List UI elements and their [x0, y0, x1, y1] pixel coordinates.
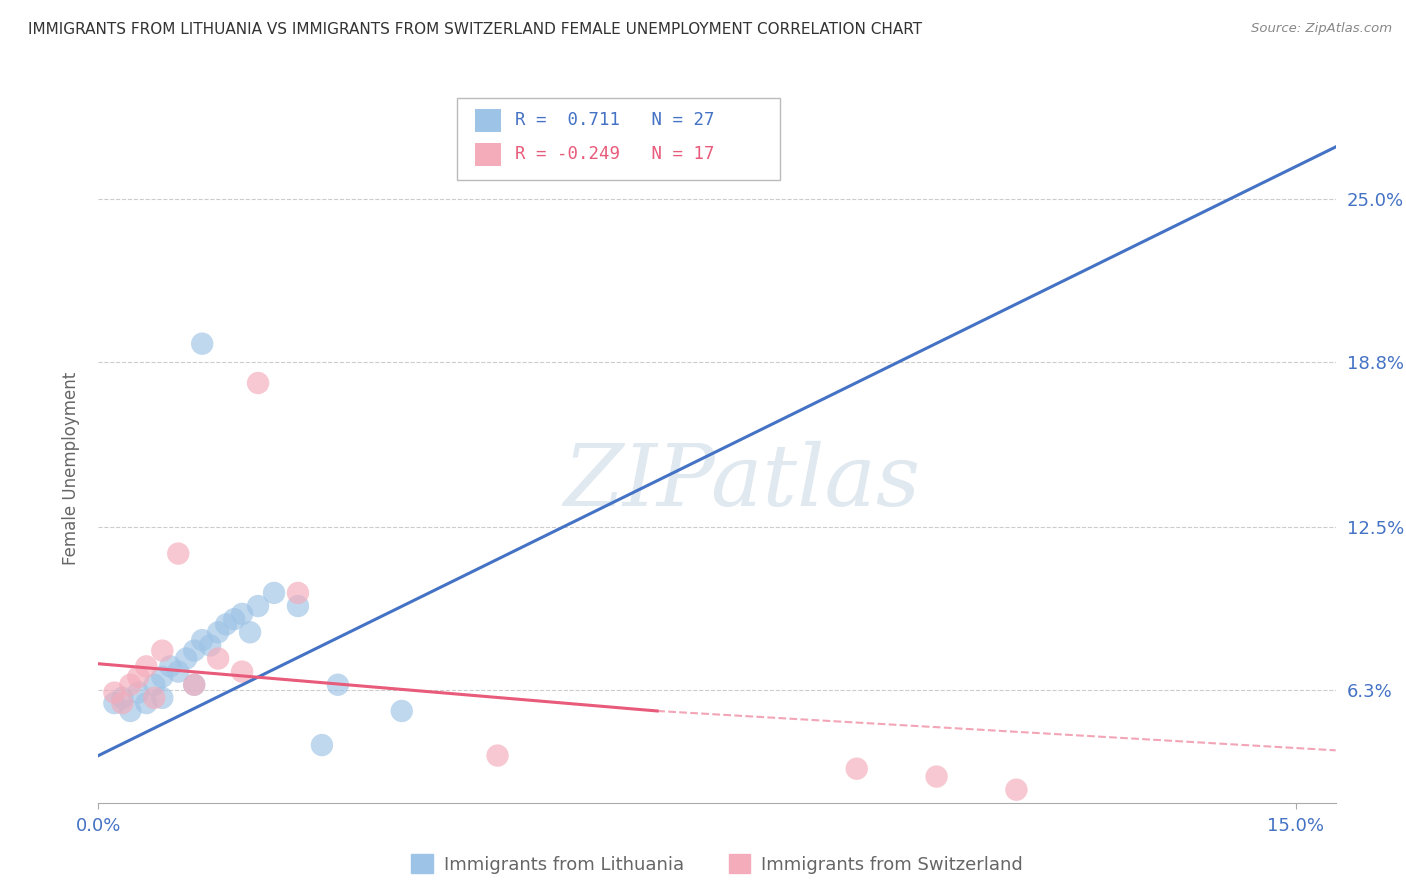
Point [150, 643, 173, 657]
Point [224, 612, 246, 626]
Point [159, 659, 181, 673]
Point [183, 678, 205, 692]
Point [845, 762, 868, 776]
Point [103, 685, 125, 699]
Point [247, 599, 270, 613]
Point [215, 617, 238, 632]
Text: R = -0.249   N = 17: R = -0.249 N = 17 [515, 145, 714, 163]
Point [120, 678, 142, 692]
Point [311, 738, 333, 752]
Point [1005, 782, 1028, 797]
Point [207, 651, 229, 665]
Point [143, 678, 166, 692]
Point [111, 696, 134, 710]
Point [231, 607, 253, 621]
Legend: Immigrants from Lithuania, Immigrants from Switzerland: Immigrants from Lithuania, Immigrants fr… [404, 847, 1031, 880]
Point [263, 586, 285, 600]
Point [150, 670, 173, 684]
Point [391, 704, 413, 718]
Point [183, 678, 205, 692]
Point [127, 685, 149, 699]
Point [247, 376, 270, 390]
Point [127, 670, 149, 684]
Point [143, 690, 166, 705]
Point [925, 770, 948, 784]
Y-axis label: Female Unemployment: Female Unemployment [62, 372, 80, 565]
Point [150, 690, 173, 705]
Point [207, 625, 229, 640]
Point [135, 696, 157, 710]
Point [231, 665, 253, 679]
Point [287, 599, 309, 613]
Point [167, 665, 190, 679]
Text: R =  0.711   N = 27: R = 0.711 N = 27 [515, 112, 714, 129]
Point [120, 704, 142, 718]
Point [486, 748, 509, 763]
Point [167, 547, 190, 561]
Point [287, 586, 309, 600]
Text: IMMIGRANTS FROM LITHUANIA VS IMMIGRANTS FROM SWITZERLAND FEMALE UNEMPLOYMENT COR: IMMIGRANTS FROM LITHUANIA VS IMMIGRANTS … [28, 22, 922, 37]
Point [326, 678, 349, 692]
Point [191, 336, 214, 351]
Point [174, 651, 197, 665]
Point [111, 690, 134, 705]
Point [183, 643, 205, 657]
Point [135, 659, 157, 673]
Point [239, 625, 262, 640]
Text: Source: ZipAtlas.com: Source: ZipAtlas.com [1251, 22, 1392, 36]
Text: ZIPatlas: ZIPatlas [564, 441, 921, 523]
Point [198, 639, 221, 653]
Point [103, 696, 125, 710]
Point [191, 633, 214, 648]
